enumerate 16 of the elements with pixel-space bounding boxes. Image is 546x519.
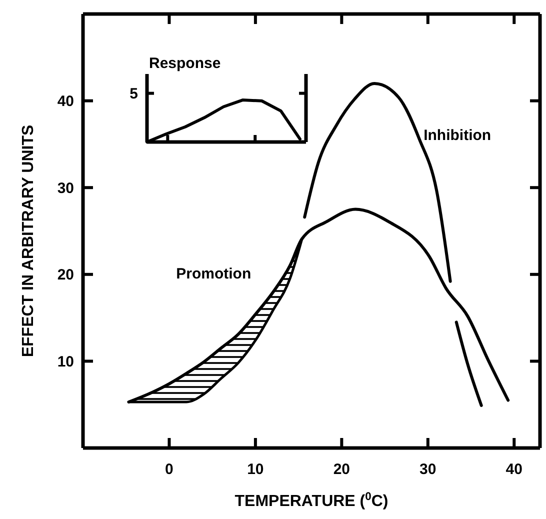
series-label: Promotion xyxy=(176,266,252,283)
annotation: 5 xyxy=(130,86,138,103)
y-tick-label: 20 xyxy=(57,266,74,284)
x-tick-label: 20 xyxy=(333,461,350,478)
x-tick-label: 30 xyxy=(420,461,436,478)
y-axis-title: EFFECT IN ARBITRARY UNITS xyxy=(20,124,37,358)
chart-title: Response xyxy=(149,55,221,72)
x-tick-label: 0 xyxy=(165,461,174,478)
y-tick-label: 30 xyxy=(57,180,74,197)
series-label: Inhibition xyxy=(424,126,492,144)
y-tick-label: 40 xyxy=(57,93,74,110)
x-tick-label: 40 xyxy=(506,461,522,478)
x-tick-label: 10 xyxy=(247,461,264,478)
x-axis-title: TEMPERATURE ($^{0}$C) xyxy=(234,491,388,510)
y-tick-label: 10 xyxy=(57,353,74,370)
line-series xyxy=(127,208,510,404)
